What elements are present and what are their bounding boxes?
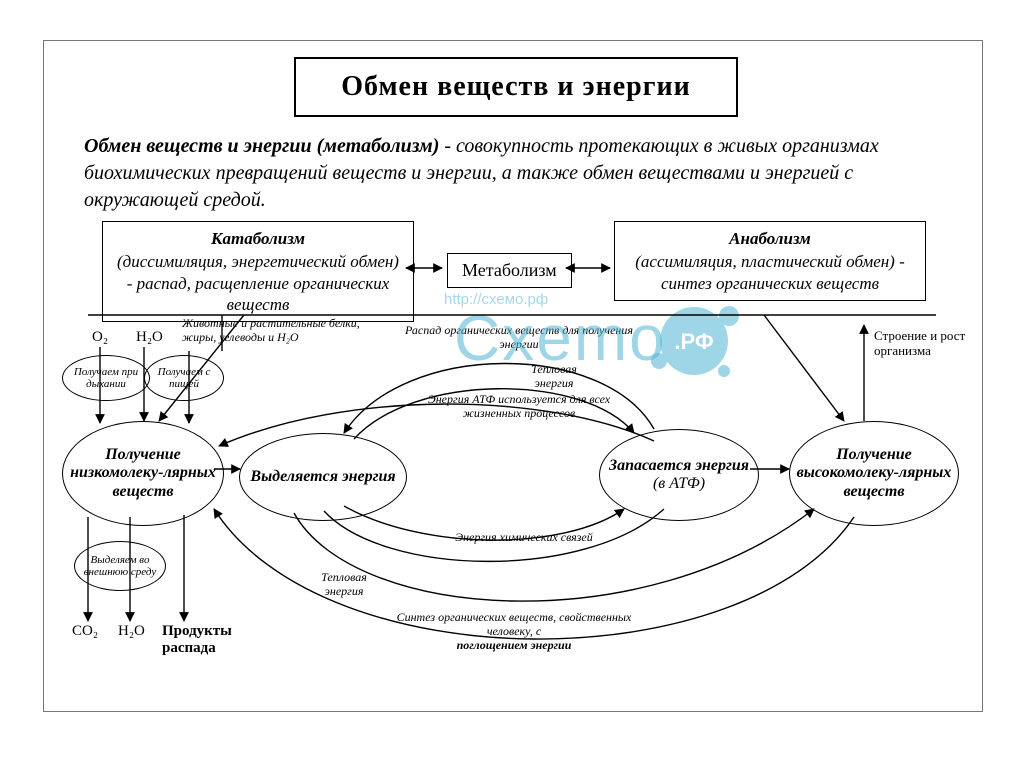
label-h2o-out: H₂O (118, 623, 145, 640)
box-anabolism: Анаболизм (ассимиляция, пластический обм… (614, 221, 926, 301)
edge-atp-used: Энергия АТФ используется для всех жизнен… (414, 393, 624, 421)
catabolism-text: (диссимиляция, энергетический обмен) - р… (117, 252, 399, 314)
node-high-mol-text: Получение высокомолеку-лярных веществ (794, 446, 954, 501)
edge-synth-bold: поглощением энергии (457, 638, 572, 652)
definition-text: Обмен веществ и энергии (метаболизм) - с… (84, 133, 954, 214)
node-energy-released-text: Выделяется энергия (250, 468, 395, 486)
node-low-mol: Получение низкомолеку-лярных веществ (62, 421, 224, 526)
ellipse-breath: Получаем при дыхании (62, 355, 150, 401)
ellipse-excrete: Выделяем во внешнюю среду (74, 541, 166, 591)
box-metabolism: Метаболизм (447, 253, 572, 288)
ellipse-food: Получаем с пищей (144, 355, 224, 401)
label-h2o: H₂O (136, 329, 163, 346)
definition-bold: Обмен веществ и энергии (метаболизм) (84, 135, 439, 157)
node-high-mol: Получение высокомолеку-лярных веществ (789, 421, 959, 526)
edge-growth: Строение и рост организма (874, 329, 974, 359)
edge-decay-organic: Распад органических веществ для получени… (404, 324, 634, 352)
node-energy-stored: Запасается энергия(в АТФ) (599, 429, 759, 521)
edge-synth-text: Синтез органических веществ, свойственны… (397, 610, 632, 638)
watermark-url: http://схемо.рф (444, 291, 548, 308)
diagram-frame: Обмен веществ и энергии Обмен веществ и … (43, 40, 983, 712)
label-co2: CO₂ (72, 623, 98, 640)
edge-synth: Синтез органических веществ, свойственны… (374, 611, 654, 652)
node-energy-stored-top: Запасается энергия (609, 457, 749, 474)
svg-text:.РФ: .РФ (674, 329, 713, 354)
edge-heat2: Тепловая энергия (304, 571, 384, 599)
label-o2: O₂ (92, 329, 108, 346)
node-energy-released: Выделяется энергия (239, 433, 407, 521)
edge-chem-bonds: Энергия химических связей (444, 531, 604, 545)
diagram-title: Обмен веществ и энергии (294, 57, 738, 117)
edge-heat1: Тепловая энергия (514, 363, 594, 391)
anabolism-text: (ассимиляция, пластический обмен) - синт… (635, 252, 905, 292)
catabolism-title: Катаболизм (113, 228, 403, 249)
label-decay: Продукты распада (162, 623, 252, 656)
anabolism-title: Анаболизм (625, 228, 915, 249)
label-food: Животные и растительные белки, жиры, угл… (182, 317, 362, 345)
node-low-mol-text: Получение низкомолеку-лярных веществ (67, 446, 219, 501)
box-catabolism: Катаболизм (диссимиляция, энергетический… (102, 221, 414, 322)
node-energy-stored-bot: (в АТФ) (653, 475, 705, 492)
